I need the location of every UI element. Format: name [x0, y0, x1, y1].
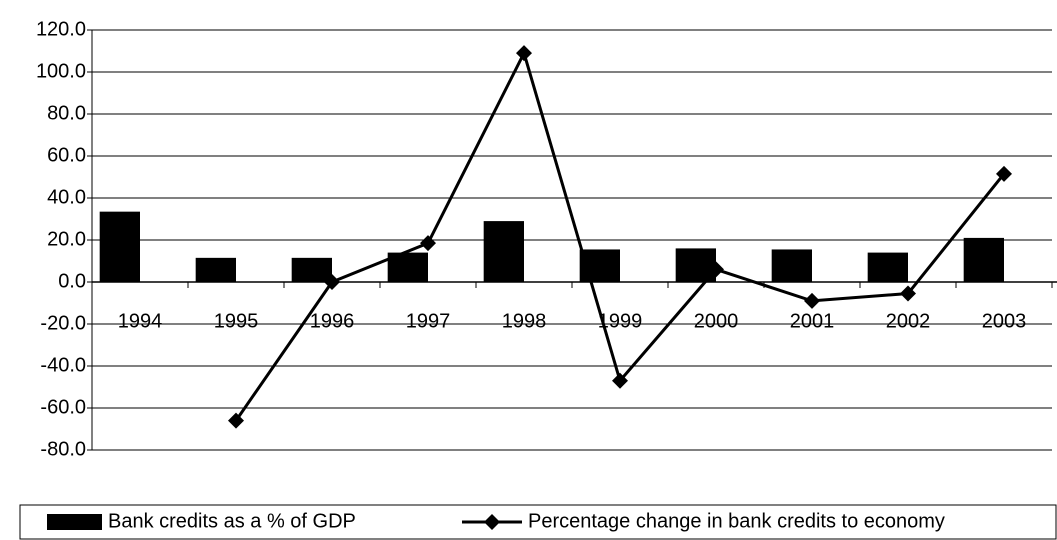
marker [324, 274, 340, 290]
bar [867, 252, 908, 282]
marker [708, 261, 724, 278]
x-tick-label: 1999 [598, 310, 643, 332]
legend-label: Percentage change in bank credits to eco… [528, 510, 945, 532]
y-tick-label: -20.0 [40, 312, 86, 334]
x-tick-label: 2002 [886, 310, 931, 332]
bar [963, 237, 1004, 282]
marker [516, 45, 532, 62]
bar [483, 221, 524, 282]
marker [996, 165, 1012, 182]
x-tick-label: 2000 [694, 310, 739, 332]
y-tick-label: 40.0 [47, 186, 86, 208]
y-tick-label: 100.0 [36, 60, 86, 82]
bar [99, 211, 140, 282]
y-tick-label: -60.0 [40, 396, 86, 418]
legend-label: Bank credits as a % of GDP [108, 510, 356, 532]
y-tick-label: -80.0 [40, 438, 86, 460]
x-tick-label: 1997 [406, 310, 451, 332]
line [234, 49, 1006, 422]
y-tick-label: -40.0 [40, 354, 86, 376]
marker [804, 292, 820, 309]
bar [291, 257, 332, 282]
x-tick-label: 1996 [310, 310, 355, 332]
legend-swatch [47, 514, 102, 530]
x-tick-label: 1998 [502, 310, 547, 332]
x-tick-label: 2003 [982, 310, 1027, 332]
marker [612, 372, 628, 389]
y-tick-label: 20.0 [47, 228, 86, 250]
x-tick-label: 1995 [214, 310, 259, 332]
marker [900, 285, 916, 302]
y-tick-label: 120.0 [36, 18, 86, 40]
bar [771, 249, 812, 282]
y-tick-label: 80.0 [47, 102, 86, 124]
marker [228, 412, 244, 429]
y-tick-label: 60.0 [47, 144, 86, 166]
y-tick-label: 0.0 [58, 270, 86, 292]
x-tick-label: 2001 [790, 310, 835, 332]
legend-box [19, 504, 1057, 540]
x-tick-label: 1994 [118, 310, 163, 332]
bar [195, 257, 236, 282]
marker [420, 235, 436, 252]
legend-marker [484, 514, 500, 530]
